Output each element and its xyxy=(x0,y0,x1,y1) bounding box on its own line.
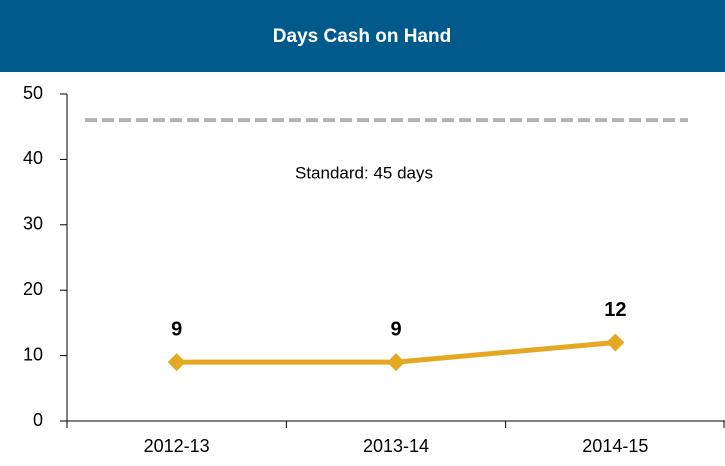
x-tick-label: 2013-14 xyxy=(363,436,429,456)
annotation: Standard: 45 days xyxy=(295,163,433,182)
y-tick-label: 40 xyxy=(23,148,43,168)
y-tick-label: 0 xyxy=(33,410,43,430)
y-tick-label: 20 xyxy=(23,279,43,299)
y-tick-label: 50 xyxy=(23,83,43,103)
x-tick-label: 2012-13 xyxy=(144,436,210,456)
title-bar xyxy=(0,0,725,72)
y-tick-label: 30 xyxy=(23,214,43,234)
data-label: 12 xyxy=(604,299,626,321)
data-label: 9 xyxy=(171,318,182,340)
x-tick-label: 2014-15 xyxy=(582,436,648,456)
chart-title: Days Cash on Hand xyxy=(273,26,451,47)
data-point xyxy=(167,353,186,372)
data-label: 9 xyxy=(390,318,401,340)
data-point xyxy=(606,333,625,352)
y-tick-label: 10 xyxy=(23,344,43,364)
data-point xyxy=(387,353,405,372)
